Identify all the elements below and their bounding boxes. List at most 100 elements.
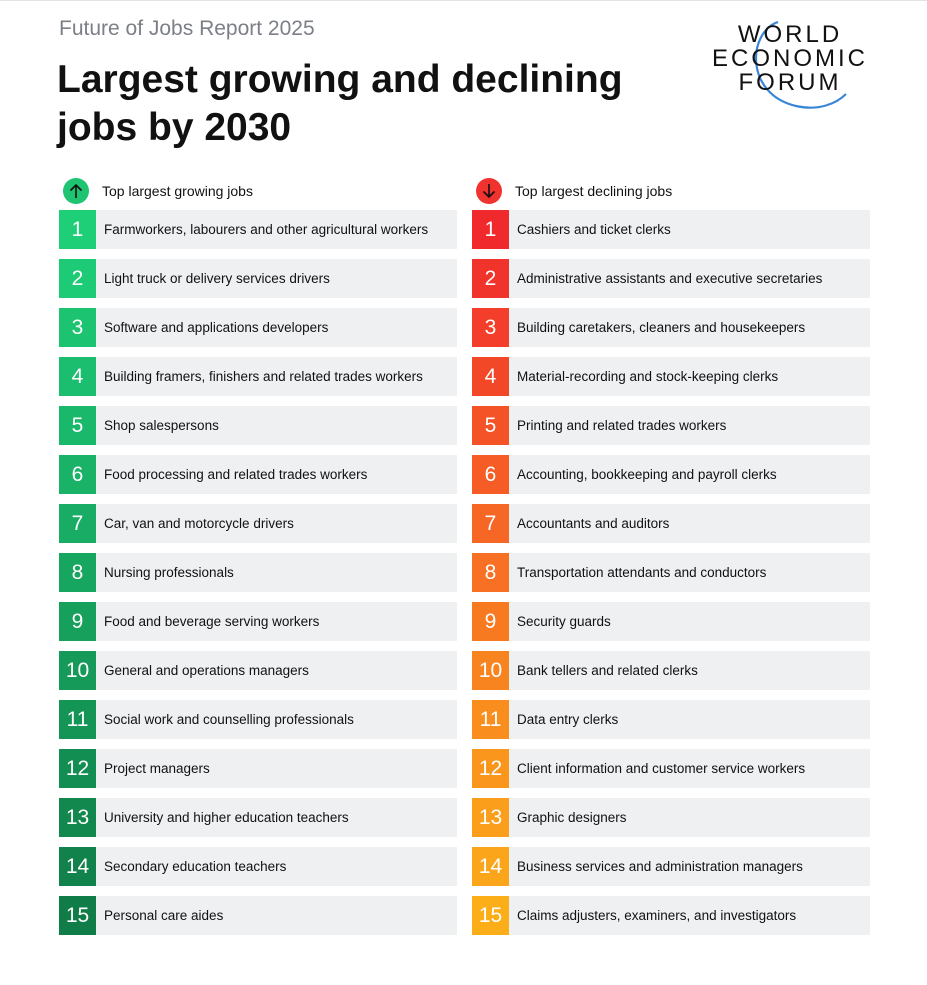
rank-number: 7	[59, 504, 96, 543]
job-title: Food processing and related trades worke…	[104, 467, 368, 482]
growing-job-row: 15 Personal care aides	[59, 896, 457, 935]
rank-number: 1	[472, 210, 509, 249]
logo-line-1: WORLD	[738, 21, 842, 48]
job-title: Transportation attendants and conductors	[517, 565, 767, 580]
rank-number: 2	[59, 259, 96, 298]
job-title: Accountants and auditors	[517, 516, 670, 531]
rank-number: 14	[59, 847, 96, 886]
declining-job-row: 12 Client information and customer servic…	[472, 749, 870, 788]
declining-job-row: 1 Cashiers and ticket clerks	[472, 210, 870, 249]
rank-number: 4	[472, 357, 509, 396]
declining-job-row: 4 Material-recording and stock-keeping cl…	[472, 357, 870, 396]
rank-number: 3	[59, 308, 96, 347]
rank-number: 12	[472, 749, 509, 788]
rank-number: 11	[59, 700, 96, 739]
growing-jobs-title: Top largest growing jobs	[102, 183, 253, 199]
declining-job-row: 7 Accountants and auditors	[472, 504, 870, 543]
growing-job-row: 2 Light truck or delivery services driver…	[59, 259, 457, 298]
declining-job-row: 9 Security guards	[472, 602, 870, 641]
job-title: Cashiers and ticket clerks	[517, 222, 671, 237]
growing-job-row: 3 Software and applications developers	[59, 308, 457, 347]
job-title: Nursing professionals	[104, 565, 234, 580]
page-title: Largest growing and declining jobs by 20…	[57, 58, 623, 149]
growing-job-row: 6 Food processing and related trades work…	[59, 455, 457, 494]
declining-job-row: 15 Claims adjusters, examiners, and inves…	[472, 896, 870, 935]
declining-job-row: 5 Printing and related trades workers	[472, 406, 870, 445]
job-title: Light truck or delivery services drivers	[104, 271, 330, 286]
declining-jobs-column: Top largest declining jobs 1 Cashiers and…	[472, 172, 870, 945]
job-title: University and higher education teachers	[104, 810, 349, 825]
growing-job-row: 1 Farmworkers, labourers and other agricu…	[59, 210, 457, 249]
growing-job-row: 12 Project managers	[59, 749, 457, 788]
rank-number: 5	[59, 406, 96, 445]
declining-job-row: 14 Business services and administration m…	[472, 847, 870, 886]
rank-number: 15	[59, 896, 96, 935]
growing-job-row: 7 Car, van and motorcycle drivers	[59, 504, 457, 543]
job-title: Accounting, bookkeeping and payroll cler…	[517, 467, 777, 482]
top-divider	[0, 0, 927, 1]
job-title: Shop salespersons	[104, 418, 219, 433]
declining-job-row: 11 Data entry clerks	[472, 700, 870, 739]
job-title: Secondary education teachers	[104, 859, 287, 874]
job-title: Building caretakers, cleaners and housek…	[517, 320, 806, 335]
rank-number: 6	[472, 455, 509, 494]
job-title: Data entry clerks	[517, 712, 619, 727]
rank-number: 6	[59, 455, 96, 494]
rank-number: 14	[472, 847, 509, 886]
job-title: Administrative assistants and executive …	[517, 271, 823, 286]
growing-job-row: 11 Social work and counselling profession…	[59, 700, 457, 739]
job-title: Building framers, finishers and related …	[104, 369, 423, 384]
declining-jobs-title: Top largest declining jobs	[515, 183, 673, 199]
declining-jobs-header: Top largest declining jobs	[472, 172, 870, 210]
report-label: Future of Jobs Report 2025	[59, 17, 315, 40]
wef-logo: WORLD ECONOMIC FORUM	[700, 14, 880, 114]
rank-number: 7	[472, 504, 509, 543]
rank-number: 9	[59, 602, 96, 641]
declining-job-row: 3 Building caretakers, cleaners and house…	[472, 308, 870, 347]
job-title: Printing and related trades workers	[517, 418, 727, 433]
job-title: Business services and administration man…	[517, 859, 803, 874]
rank-number: 13	[472, 798, 509, 837]
rank-number: 8	[59, 553, 96, 592]
job-title: Claims adjusters, examiners, and investi…	[517, 908, 797, 923]
logo-line-3: FORUM	[739, 69, 842, 96]
growing-job-row: 8 Nursing professionals	[59, 553, 457, 592]
arrow-up-icon	[63, 178, 89, 204]
rank-number: 11	[472, 700, 509, 739]
logo-line-2: ECONOMIC	[712, 45, 868, 72]
job-title: Food and beverage serving workers	[104, 614, 320, 629]
rank-number: 13	[59, 798, 96, 837]
declining-job-row: 10 Bank tellers and related clerks	[472, 651, 870, 690]
declining-jobs-list: 1 Cashiers and ticket clerks 2 Administrati…	[472, 210, 870, 935]
job-title: Bank tellers and related clerks	[517, 663, 698, 678]
rank-number: 4	[59, 357, 96, 396]
job-title: Farmworkers, labourers and other agricul…	[104, 222, 429, 237]
rank-number: 15	[472, 896, 509, 935]
job-title: Social work and counselling professional…	[104, 712, 354, 727]
rank-number: 10	[59, 651, 96, 690]
growing-jobs-column: Top largest growing jobs 1 Farmworkers, l…	[59, 172, 457, 945]
job-title: Personal care aides	[104, 908, 224, 923]
declining-job-row: 13 Graphic designers	[472, 798, 870, 837]
rank-number: 1	[59, 210, 96, 249]
job-title: Graphic designers	[517, 810, 627, 825]
growing-job-row: 14 Secondary education teachers	[59, 847, 457, 886]
rank-number: 10	[472, 651, 509, 690]
declining-job-row: 2 Administrative assistants and executive…	[472, 259, 870, 298]
growing-jobs-header: Top largest growing jobs	[59, 172, 457, 210]
rank-number: 8	[472, 553, 509, 592]
growing-job-row: 4 Building framers, finishers and related…	[59, 357, 457, 396]
growing-job-row: 10 General and operations managers	[59, 651, 457, 690]
growing-job-row: 13 University and higher education teache…	[59, 798, 457, 837]
rank-number: 12	[59, 749, 96, 788]
growing-job-row: 9 Food and beverage serving workers	[59, 602, 457, 641]
job-title: Car, van and motorcycle drivers	[104, 516, 294, 531]
job-title: Client information and customer service …	[517, 761, 806, 776]
arrow-down-icon	[476, 178, 502, 204]
job-title: Security guards	[517, 614, 611, 629]
job-title: Project managers	[104, 761, 210, 776]
declining-job-row: 6 Accounting, bookkeeping and payroll cle…	[472, 455, 870, 494]
rank-number: 9	[472, 602, 509, 641]
job-title: General and operations managers	[104, 663, 309, 678]
rank-number: 3	[472, 308, 509, 347]
